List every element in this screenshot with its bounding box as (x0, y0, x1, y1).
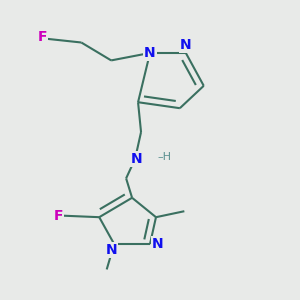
Text: F: F (38, 29, 47, 44)
Text: –H: –H (158, 152, 172, 163)
Text: N: N (180, 38, 192, 52)
Text: N: N (144, 46, 156, 60)
Text: N: N (105, 243, 117, 257)
Text: F: F (54, 209, 64, 223)
Text: N: N (152, 237, 163, 251)
Text: N: N (131, 152, 142, 166)
